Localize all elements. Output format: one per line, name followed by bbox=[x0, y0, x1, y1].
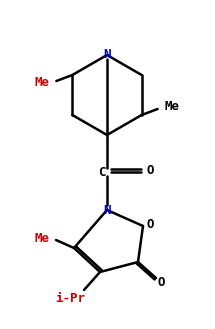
Text: i-Pr: i-Pr bbox=[55, 292, 85, 306]
Text: C: C bbox=[98, 165, 106, 179]
Text: Me: Me bbox=[35, 77, 50, 89]
Text: N: N bbox=[103, 48, 111, 62]
Text: Me: Me bbox=[34, 232, 49, 244]
Text: O: O bbox=[157, 276, 165, 290]
Text: N: N bbox=[103, 204, 111, 216]
Text: O: O bbox=[146, 164, 154, 178]
Text: Me: Me bbox=[164, 100, 179, 114]
Text: O: O bbox=[146, 217, 154, 231]
